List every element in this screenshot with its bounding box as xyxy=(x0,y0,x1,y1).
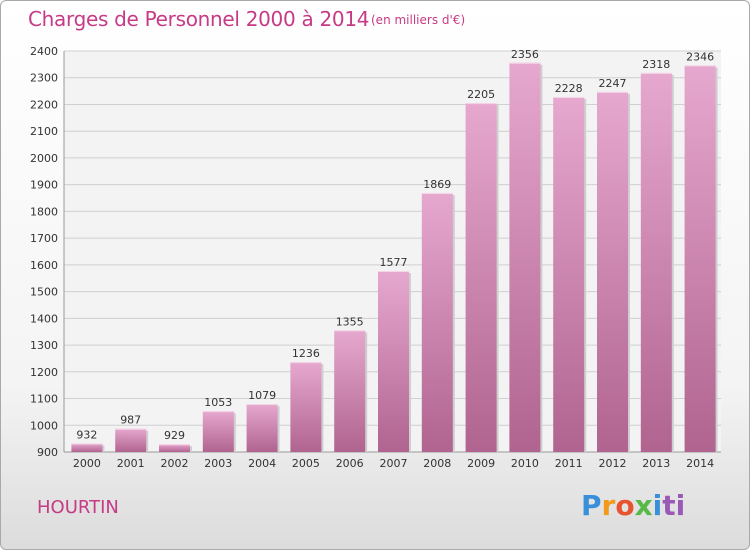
x-tick-label: 2014 xyxy=(686,457,714,470)
x-tick-label: 2000 xyxy=(73,457,101,470)
commune-name: HOURTIN xyxy=(37,497,119,518)
x-tick-label: 2003 xyxy=(204,457,232,470)
bar-2010 xyxy=(509,62,541,452)
data-label: 2247 xyxy=(599,77,627,90)
x-tick-label: 2008 xyxy=(423,457,451,470)
x-tick-label: 2010 xyxy=(511,457,539,470)
bar-2005 xyxy=(290,362,322,452)
x-tick-label: 2013 xyxy=(642,457,670,470)
y-tick-label: 1300 xyxy=(30,339,58,352)
data-label: 1079 xyxy=(248,389,276,402)
y-tick-label: 1900 xyxy=(30,179,58,192)
x-tick-label: 2004 xyxy=(248,457,276,470)
data-label: 987 xyxy=(120,414,141,427)
data-label: 1236 xyxy=(292,347,320,360)
x-tick-label: 2007 xyxy=(380,457,408,470)
y-tick-label: 1100 xyxy=(30,393,58,406)
bar-2000 xyxy=(71,443,103,452)
bar-2008 xyxy=(421,192,453,453)
y-tick-label: 2400 xyxy=(30,45,58,58)
x-tick-label: 2011 xyxy=(555,457,583,470)
data-label: 932 xyxy=(76,428,97,441)
y-tick-label: 1600 xyxy=(30,259,58,272)
bar-2007 xyxy=(378,271,409,452)
data-label: 929 xyxy=(164,429,185,442)
data-label: 1355 xyxy=(336,315,364,328)
x-tick-label: 2009 xyxy=(467,457,495,470)
y-tick-label: 900 xyxy=(37,446,58,459)
y-tick-label: 1500 xyxy=(30,286,58,299)
chart-subtitle: (en milliers d'€) xyxy=(371,13,466,27)
data-label: 2205 xyxy=(467,88,495,101)
y-tick-label: 2200 xyxy=(30,98,58,111)
y-tick-label: 2100 xyxy=(30,125,58,138)
y-tick-label: 1400 xyxy=(30,312,58,325)
proxiti-logo: Proxiti xyxy=(581,489,686,522)
bar-2006 xyxy=(334,330,366,452)
data-label: 1869 xyxy=(423,178,451,191)
bar-2014 xyxy=(684,65,716,452)
bar-2009 xyxy=(465,103,497,452)
x-tick-label: 2006 xyxy=(336,457,364,470)
data-label: 1053 xyxy=(204,396,232,409)
x-tick-label: 2001 xyxy=(117,457,145,470)
bar-2013 xyxy=(640,72,672,453)
bar-2003 xyxy=(202,411,234,452)
data-label: 1577 xyxy=(380,256,408,269)
bar-2002 xyxy=(159,444,190,452)
x-tick-label: 2002 xyxy=(161,457,189,470)
x-tick-label: 2012 xyxy=(599,457,627,470)
data-label: 2318 xyxy=(642,58,670,71)
y-tick-label: 2300 xyxy=(30,72,58,85)
y-tick-label: 2000 xyxy=(30,152,58,165)
bar-2001 xyxy=(115,428,147,452)
bar-2011 xyxy=(553,96,585,453)
y-tick-label: 1700 xyxy=(30,232,58,245)
y-tick-label: 1000 xyxy=(30,419,58,432)
x-tick-label: 2005 xyxy=(292,457,320,470)
data-label: 2228 xyxy=(555,82,583,95)
chart-title: Charges de Personnel 2000 à 2014 xyxy=(28,7,370,31)
data-label: 2356 xyxy=(511,48,539,61)
data-label: 2346 xyxy=(686,50,714,63)
bar-2012 xyxy=(597,91,628,452)
y-tick-label: 1200 xyxy=(30,366,58,379)
y-tick-label: 1800 xyxy=(30,205,58,218)
bar-2004 xyxy=(246,404,278,452)
